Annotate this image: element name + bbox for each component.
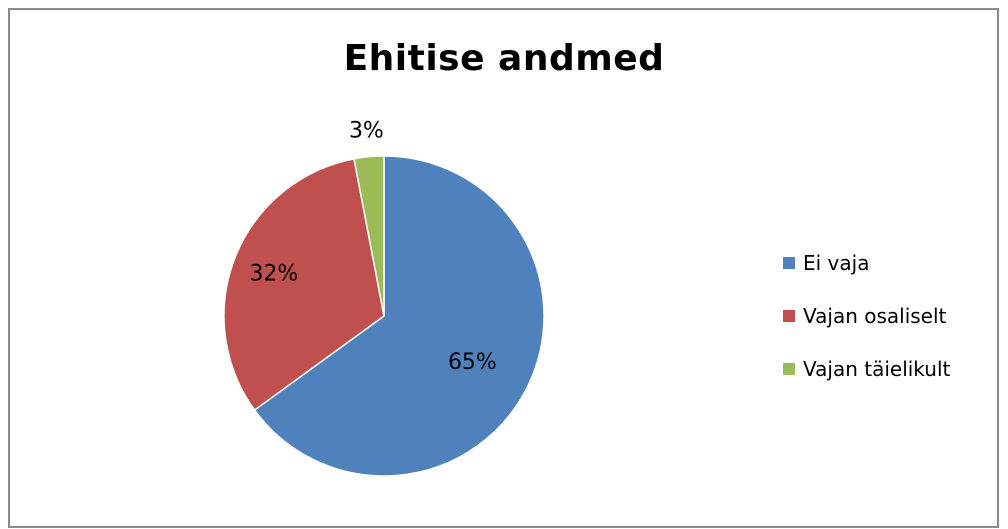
legend-item: Vajan osaliselt <box>783 303 950 329</box>
legend-label: Ei vaja <box>803 251 870 275</box>
legend-item: Vajan täielikult <box>783 356 950 382</box>
legend-swatch <box>783 363 795 375</box>
legend-label: Vajan täielikult <box>803 357 951 381</box>
legend-swatch <box>783 310 795 322</box>
legend: Ei vaja Vajan osaliselt Vajan täielikult <box>783 250 950 409</box>
pie-data-label: 32% <box>249 261 298 286</box>
legend-swatch <box>783 257 795 269</box>
pie-slice <box>253 155 545 477</box>
pie-data-labels: 65% 32% 3% <box>249 119 496 375</box>
pie-slice <box>353 155 385 317</box>
legend-label: Vajan osaliselt <box>803 304 947 328</box>
pie-data-label: 3% <box>349 119 384 144</box>
legend-item: Ei vaja <box>783 250 950 276</box>
pie-slices <box>223 155 545 477</box>
pie-data-label: 65% <box>448 350 497 375</box>
chart-title: Ehitise andmed <box>343 38 665 79</box>
pie-slice <box>223 157 385 412</box>
